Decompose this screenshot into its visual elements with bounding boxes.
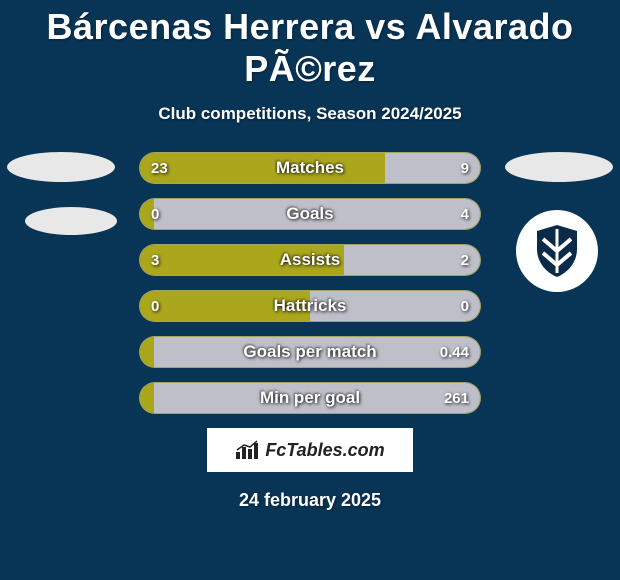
- bar-left-fill: [140, 245, 344, 275]
- stat-value-right: 2: [461, 244, 469, 276]
- bar-right-fill: [310, 291, 480, 321]
- player-right-club-logo: [516, 210, 598, 292]
- bar-left-fill: [140, 153, 385, 183]
- player-left-photo-placeholder: [7, 152, 115, 182]
- stat-rows: Matches239Goals04Assists32Hattricks00Goa…: [139, 152, 481, 414]
- source-badge: FcTables.com: [207, 428, 413, 472]
- stat-value-right: 0.44: [440, 336, 469, 368]
- source-text: FcTables.com: [265, 440, 384, 461]
- bar-left-fill: [140, 291, 310, 321]
- shield-icon: [533, 223, 581, 279]
- page-title: Bárcenas Herrera vs Alvarado PÃ©rez: [0, 0, 620, 90]
- bar-track: [139, 152, 481, 184]
- bar-left-fill: [140, 383, 154, 413]
- stat-value-left: 23: [151, 152, 168, 184]
- stat-row: Hattricks00: [139, 290, 481, 322]
- stat-row: Assists32: [139, 244, 481, 276]
- bar-right-fill: [154, 199, 480, 229]
- bar-track: [139, 290, 481, 322]
- stat-row: Min per goal261: [139, 382, 481, 414]
- bar-track: [139, 382, 481, 414]
- bar-right-fill: [154, 383, 480, 413]
- bar-right-fill: [344, 245, 480, 275]
- stat-value-left: 0: [151, 290, 159, 322]
- bar-track: [139, 244, 481, 276]
- player-left-club-placeholder: [25, 207, 117, 235]
- snapshot-date: 24 february 2025: [0, 490, 620, 511]
- stat-value-right: 9: [461, 152, 469, 184]
- comparison-chart: Matches239Goals04Assists32Hattricks00Goa…: [0, 152, 620, 414]
- stat-value-right: 261: [444, 382, 469, 414]
- bar-track: [139, 336, 481, 368]
- bar-track: [139, 198, 481, 230]
- bar-right-fill: [154, 337, 480, 367]
- bars-icon: [235, 440, 261, 460]
- player-right-photo-placeholder: [505, 152, 613, 182]
- stat-value-left: 3: [151, 244, 159, 276]
- stat-value-right: 0: [461, 290, 469, 322]
- stat-row: Goals04: [139, 198, 481, 230]
- stat-row: Matches239: [139, 152, 481, 184]
- stat-row: Goals per match0.44: [139, 336, 481, 368]
- stat-value-right: 4: [461, 198, 469, 230]
- bar-left-fill: [140, 337, 154, 367]
- page-subtitle: Club competitions, Season 2024/2025: [0, 104, 620, 124]
- stat-value-left: 0: [151, 198, 159, 230]
